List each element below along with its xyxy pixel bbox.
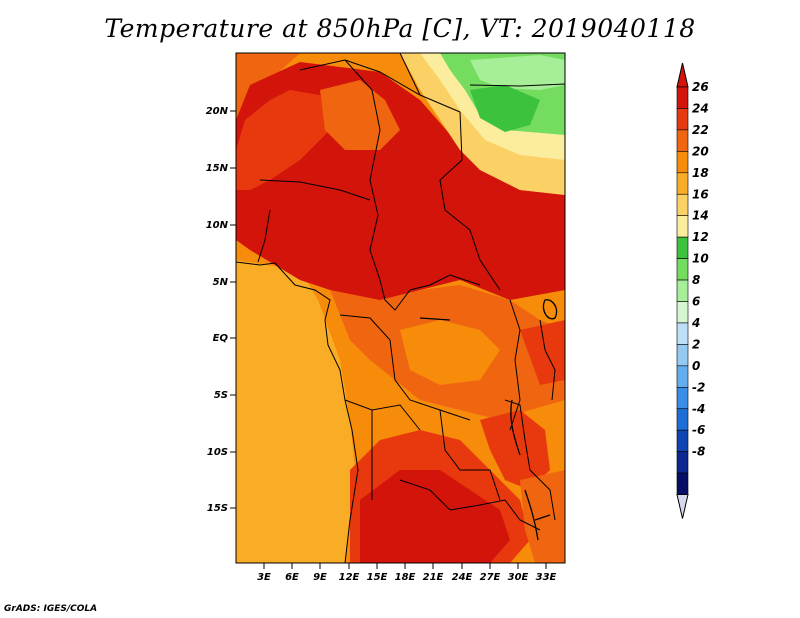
- colorbar-label: 18: [692, 166, 709, 180]
- map-title: Temperature at 850hPa [C], VT: 201904011…: [104, 14, 696, 43]
- lat-label-15n: 15N: [206, 163, 229, 174]
- colorbar-label: 22: [692, 123, 709, 137]
- lon-label-18e: 18E: [395, 572, 416, 583]
- colorbar-swatch: [676, 215, 689, 238]
- colorbar-label: -4: [692, 402, 705, 416]
- colorbar-label: 26: [692, 80, 709, 94]
- lon-label-21e: 21E: [423, 572, 444, 583]
- colorbar-swatch: [676, 236, 689, 259]
- lat-label-5n: 5N: [213, 277, 229, 288]
- colorbar-swatch: [676, 386, 689, 410]
- colorbar-label: 2: [692, 337, 700, 351]
- lon-label-15e: 15E: [367, 572, 388, 583]
- colorbar-label: 16: [692, 187, 709, 201]
- colorbar-label: 4: [691, 316, 700, 330]
- colorbar-swatch: [676, 365, 689, 388]
- colorbar-swatch: [676, 193, 689, 217]
- lon-label-33e: 33E: [536, 572, 557, 583]
- colorbar-swatch: [676, 258, 689, 281]
- colorbar-swatch: [676, 301, 689, 324]
- lat-label-20n: 20N: [206, 106, 229, 117]
- lat-label-10s: 10S: [207, 447, 228, 458]
- colorbar-label: -2: [692, 380, 705, 394]
- lon-label-12e: 12E: [339, 572, 360, 583]
- lat-label-5s: 5S: [214, 390, 228, 401]
- lon-label-30e: 30E: [508, 572, 529, 583]
- colorbar-swatch: [676, 344, 689, 367]
- latitude-axis: 20N 15N 10N 5N EQ 5S 10S 15S: [206, 106, 236, 514]
- colorbar-swatch: [676, 451, 689, 474]
- colorbar-label: 14: [692, 209, 709, 223]
- map-frame: [235, 52, 566, 564]
- colorbar-swatch: [676, 172, 689, 195]
- colorbar-swatch: [676, 472, 689, 495]
- colorbar-swatch: [676, 129, 689, 152]
- colorbar-swatch: [676, 322, 689, 345]
- colorbar-swatch: [676, 408, 689, 431]
- colorbar-label: -6: [692, 423, 705, 437]
- colorbar-label: 24: [692, 101, 709, 115]
- longitude-axis: 3E 6E 9E 12E 15E 18E 21E 24E 27E 30E 33E: [257, 563, 557, 583]
- colorbar-label: 8: [692, 273, 700, 287]
- colorbar-label: 0: [692, 359, 700, 373]
- lon-label-24e: 24E: [452, 572, 473, 583]
- colorbar-label: 20: [692, 144, 709, 158]
- lon-label-3e: 3E: [257, 572, 271, 583]
- lat-label-10n: 10N: [206, 220, 229, 231]
- colorbar-label: 6: [692, 295, 700, 309]
- lat-label-15s: 15S: [207, 503, 228, 514]
- credit-label: GrADS: IGES/COLA: [4, 604, 98, 614]
- colorbar-swatch: [676, 151, 689, 174]
- colorbar-swatch: [676, 279, 689, 302]
- colorbar-label: 10: [692, 252, 709, 266]
- colorbar-swatch: [676, 108, 689, 131]
- temperature-field: [236, 53, 565, 563]
- colorbar-under-arrow: [676, 494, 689, 519]
- lakes: [419, 299, 558, 541]
- colorbar-label: -8: [692, 445, 705, 459]
- colorbar-swatch: [676, 86, 689, 109]
- colorbar-over-arrow: [676, 62, 689, 88]
- country-borders: [236, 53, 565, 563]
- lat-label-eq: EQ: [213, 333, 229, 344]
- colorbar-label: 12: [692, 230, 709, 244]
- lon-label-9e: 9E: [313, 572, 327, 583]
- colorbar-swatch: [676, 429, 689, 452]
- lon-label-6e: 6E: [285, 572, 299, 583]
- lon-label-27e: 27E: [480, 572, 501, 583]
